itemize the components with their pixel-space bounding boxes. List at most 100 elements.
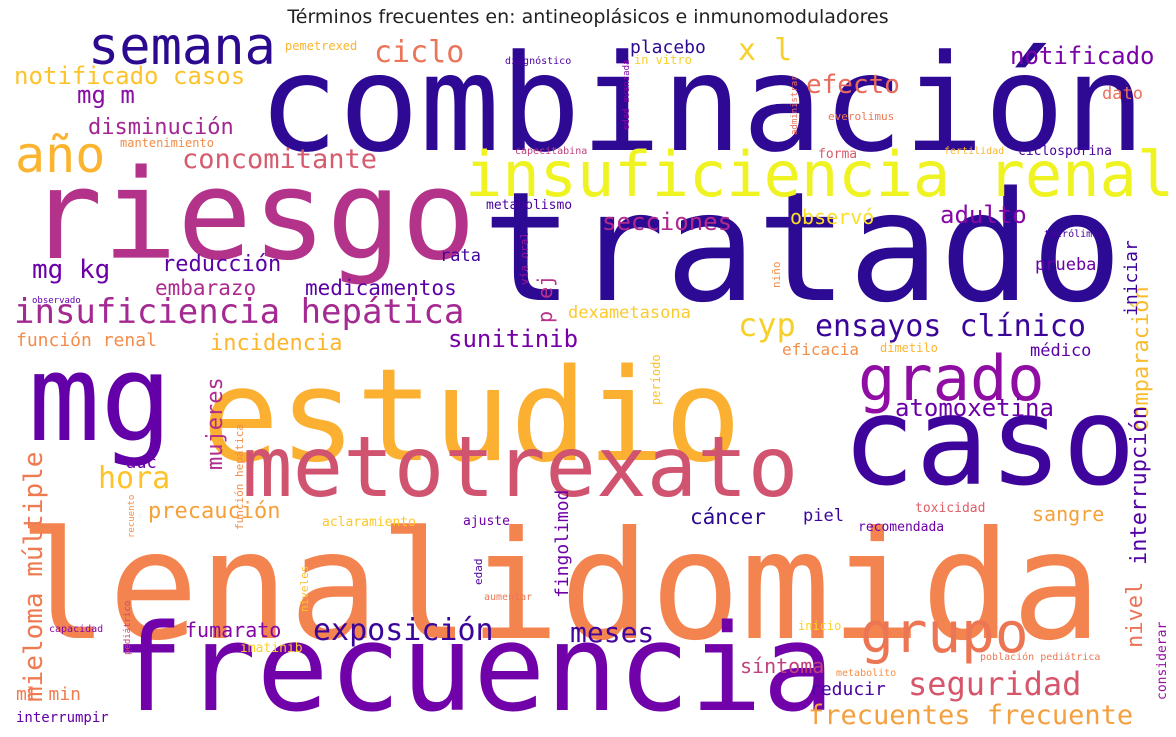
word-33: adulto: [940, 201, 1027, 229]
word-62: dato: [1102, 84, 1143, 104]
word-88: período: [649, 354, 663, 405]
word-82: capecitabina: [515, 146, 587, 157]
word-95: pediátrico: [123, 601, 133, 655]
word-20: hora: [98, 461, 170, 496]
word-11: grupo: [860, 601, 1029, 666]
word-55: p ej: [533, 275, 557, 323]
word-72: ajuste: [463, 514, 510, 529]
word-12: semana: [88, 17, 276, 77]
word-69: forma: [818, 147, 857, 162]
word-32: secciones: [602, 208, 732, 236]
word-36: precaución: [148, 499, 280, 524]
word-13: año: [15, 126, 105, 184]
word-34: sunitinib: [448, 325, 578, 353]
word-60: piel: [803, 506, 844, 526]
word-64: médico: [1030, 341, 1091, 361]
word-81: everolimus: [828, 110, 894, 123]
word-66: mantenimiento: [120, 136, 214, 150]
word-37: reducción: [162, 252, 281, 277]
word-51: observó: [790, 205, 874, 229]
word-22: mieloma múltiple: [19, 452, 49, 702]
word-74: imatinib: [240, 641, 303, 656]
word-0: combinación: [258, 26, 1145, 182]
word-23: meses: [570, 616, 654, 649]
word-98: metabolito: [836, 668, 896, 679]
word-65: interrumpir: [16, 710, 109, 726]
word-8: metotrexato: [242, 418, 798, 516]
word-48: sangre: [1032, 502, 1104, 526]
word-79: edad avanzada: [622, 60, 632, 130]
word-50: función renal: [16, 330, 157, 351]
word-6: estudio: [202, 342, 741, 491]
word-17: seguridad: [908, 665, 1081, 703]
word-7: caso: [842, 371, 1136, 513]
word-91: recuento: [127, 495, 137, 538]
word-35: comparación: [1129, 286, 1154, 432]
word-27: mg kg: [32, 255, 110, 285]
word-80: administrar: [790, 75, 800, 135]
word-18: exposición: [313, 613, 494, 648]
word-99: población pediátrica: [980, 651, 1100, 663]
word-67: pemetrexed: [285, 39, 357, 53]
word-97: inicio: [798, 619, 841, 633]
word-9: insuficiencia renal: [465, 138, 1174, 211]
word-86: vía oral: [518, 232, 531, 285]
chart-title: Términos frecuentes en: antineoplásicos …: [287, 6, 889, 28]
word-14: insuficiencia hepática: [14, 292, 464, 332]
word-54: reducir: [810, 679, 886, 700]
word-90: función hepática: [233, 424, 246, 530]
word-56: dexametasona: [568, 303, 691, 323]
word-83: fertilidad: [944, 146, 1004, 157]
word-47: cáncer: [690, 505, 766, 529]
word-38: disminución: [88, 115, 234, 140]
word-68: ciclosporina: [1018, 144, 1112, 159]
word-29: notificado casos: [14, 62, 245, 90]
word-19: ciclo: [374, 35, 464, 70]
word-28: atomoxetina: [895, 394, 1054, 422]
word-43: mujeres: [203, 377, 228, 470]
word-21: frecuentes frecuente: [808, 700, 1133, 731]
word-52: iniciar: [1121, 240, 1142, 316]
word-41: medicamentos: [305, 276, 457, 300]
word-61: fingolimod: [552, 490, 573, 598]
word-92: edad: [472, 559, 485, 586]
word-44: nivel: [1123, 582, 1148, 648]
word-39: interrupción: [1127, 406, 1152, 565]
word-71: recomendada: [858, 520, 944, 535]
word-57: prueba: [1035, 255, 1096, 275]
word-49: placebo: [630, 37, 706, 58]
word-76: considerar: [1155, 622, 1170, 700]
word-24: concomitante: [182, 144, 377, 175]
word-59: auc: [126, 453, 157, 473]
word-40: embarazo: [155, 276, 256, 300]
word-46: síntoma: [740, 654, 824, 678]
word-75: aclaramiento: [322, 515, 416, 530]
word-93: niveles: [298, 566, 311, 612]
word-26: efecto: [806, 70, 900, 100]
word-10: grado: [858, 342, 1045, 415]
word-89: dimetilo: [880, 341, 938, 355]
word-73: toxicidad: [915, 501, 985, 516]
word-15: ensayos clínico: [815, 309, 1086, 344]
word-84: tacrólimus: [1044, 228, 1104, 240]
word-30: mg m: [77, 81, 135, 109]
word-63: eficacia: [782, 340, 859, 359]
word-45: fumarato: [185, 618, 281, 642]
word-3: riesgo: [28, 144, 476, 288]
word-1: lenalidomida: [18, 500, 1102, 674]
word-77: diagnóstico: [505, 55, 571, 67]
word-25: x l: [738, 33, 792, 68]
word-78: in vitro: [634, 53, 692, 67]
word-5: mg: [28, 330, 173, 469]
word-16: cyp: [738, 306, 796, 344]
word-87: niño: [770, 262, 783, 289]
word-96: capacidad: [49, 624, 103, 635]
word-70: metabolismo: [486, 198, 572, 213]
word-58: rata: [440, 246, 481, 266]
word-2: frecuencia: [112, 600, 834, 737]
word-94: aumentar: [484, 592, 532, 603]
word-31: notificado: [1010, 42, 1155, 70]
word-42: incidencia: [210, 331, 342, 356]
word-53: ml min: [16, 684, 81, 705]
